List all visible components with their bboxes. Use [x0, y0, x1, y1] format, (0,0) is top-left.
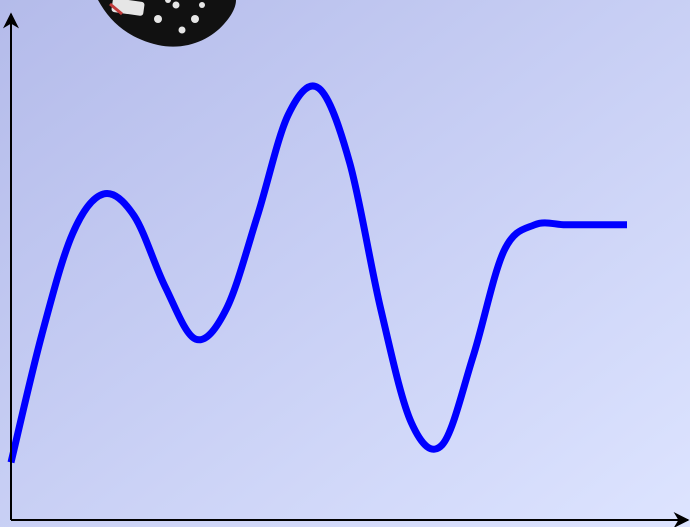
axis-layer: [3, 12, 690, 528]
series-layer: [7, 82, 627, 464]
series-line: [7, 82, 627, 464]
